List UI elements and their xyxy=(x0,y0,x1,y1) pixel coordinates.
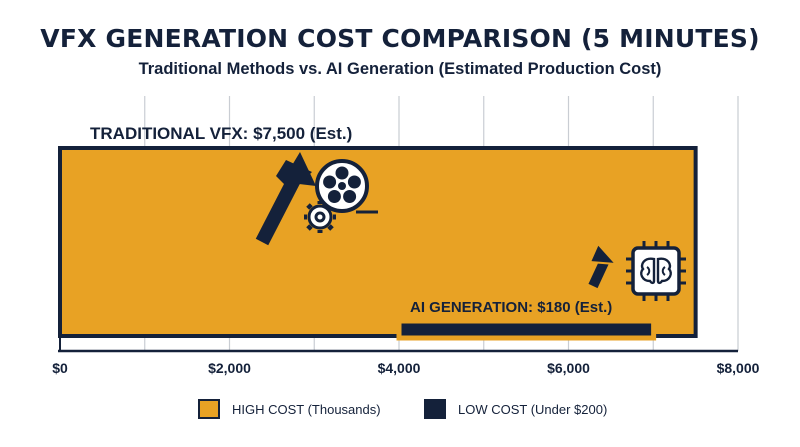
legend-label-high-cost: HIGH COST (Thousands) xyxy=(232,401,381,417)
rising-arrow-icon xyxy=(255,152,316,246)
x-tick-label: $0 xyxy=(52,360,68,376)
legend: HIGH COST (Thousands) LOW COST (Under $2… xyxy=(0,399,800,423)
bar-ai-generation xyxy=(396,318,657,341)
chart-title: VFX GENERATION COST COMPARISON (5 MINUTE… xyxy=(40,24,760,53)
bar-traditional-vfx xyxy=(58,146,698,338)
legend-swatch-high-cost xyxy=(198,399,220,419)
film-reel-icon xyxy=(315,159,378,214)
x-tick-label: $4,000 xyxy=(378,360,421,376)
bar-label-traditional-vfx: TRADITIONAL VFX: $7,500 (Est.) xyxy=(90,124,352,143)
chart-subtitle: Traditional Methods vs. AI Generation (E… xyxy=(138,60,662,78)
small-arrow-icon xyxy=(588,242,619,289)
bar-labels: TRADITIONAL VFX: $7,500 (Est.) AI GENERAT… xyxy=(90,124,612,316)
bars xyxy=(58,146,698,341)
x-tick-label: $2,000 xyxy=(208,360,251,376)
legend-item-low-cost: LOW COST (Under $200) xyxy=(424,399,607,419)
legend-item-high-cost: HIGH COST (Thousands) xyxy=(198,399,381,419)
x-tick-label: $6,000 xyxy=(547,360,590,376)
bar-label-ai-generation: AI GENERATION: $180 (Est.) xyxy=(410,299,612,316)
x-axis xyxy=(58,146,738,353)
x-tick-labels: $0 $2,000 $4,000 $6,000 $8,000 xyxy=(52,360,759,376)
x-tick-label: $8,000 xyxy=(717,360,760,376)
legend-swatch-low-cost xyxy=(424,399,446,419)
ai-brain-chip-icon xyxy=(626,241,686,301)
legend-label-low-cost: LOW COST (Under $200) xyxy=(458,401,608,417)
